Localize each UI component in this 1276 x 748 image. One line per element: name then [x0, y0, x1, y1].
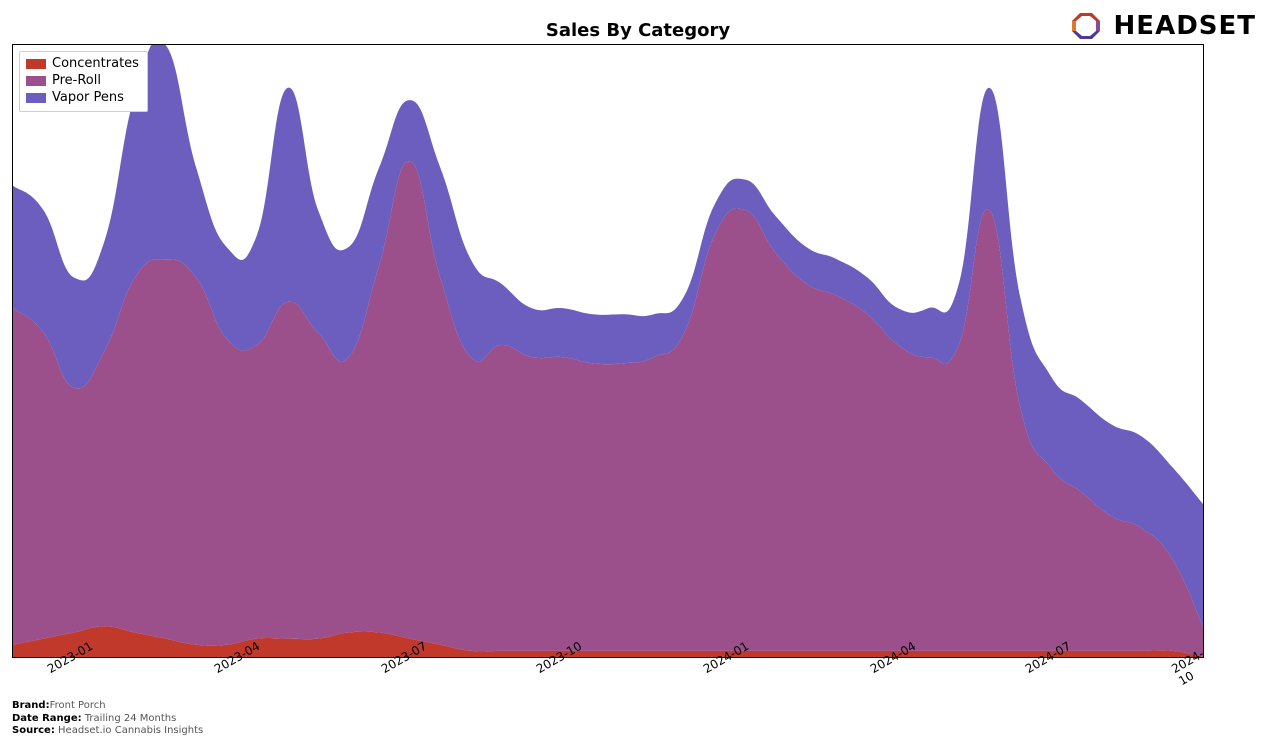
chart-legend: ConcentratesPre-RollVapor Pens	[19, 51, 148, 112]
meta-range: Date Range: Trailing 24 Months	[12, 713, 203, 726]
legend-swatch	[26, 59, 46, 69]
chart-area: ConcentratesPre-RollVapor Pens	[12, 44, 1204, 658]
meta-source: Source: Headset.io Cannabis Insights	[12, 725, 203, 738]
headset-logo-icon	[1066, 6, 1106, 46]
legend-label: Vapor Pens	[52, 90, 124, 107]
chart-metadata: Brand:Front Porch Date Range: Trailing 2…	[12, 700, 203, 738]
legend-swatch	[26, 93, 46, 103]
headset-logo: HEADSET	[1066, 6, 1256, 46]
legend-item: Concentrates	[26, 56, 139, 73]
legend-swatch	[26, 76, 46, 86]
chart-title: Sales By Category	[546, 20, 730, 41]
stacked-area-chart	[13, 45, 1203, 657]
meta-brand: Brand:Front Porch	[12, 700, 203, 713]
headset-logo-text: HEADSET	[1114, 11, 1256, 41]
x-axis-ticks: 2023-012023-042023-072023-102024-012024-…	[12, 664, 1204, 704]
legend-label: Concentrates	[52, 56, 139, 73]
legend-label: Pre-Roll	[52, 73, 101, 90]
legend-item: Vapor Pens	[26, 90, 139, 107]
legend-item: Pre-Roll	[26, 73, 139, 90]
